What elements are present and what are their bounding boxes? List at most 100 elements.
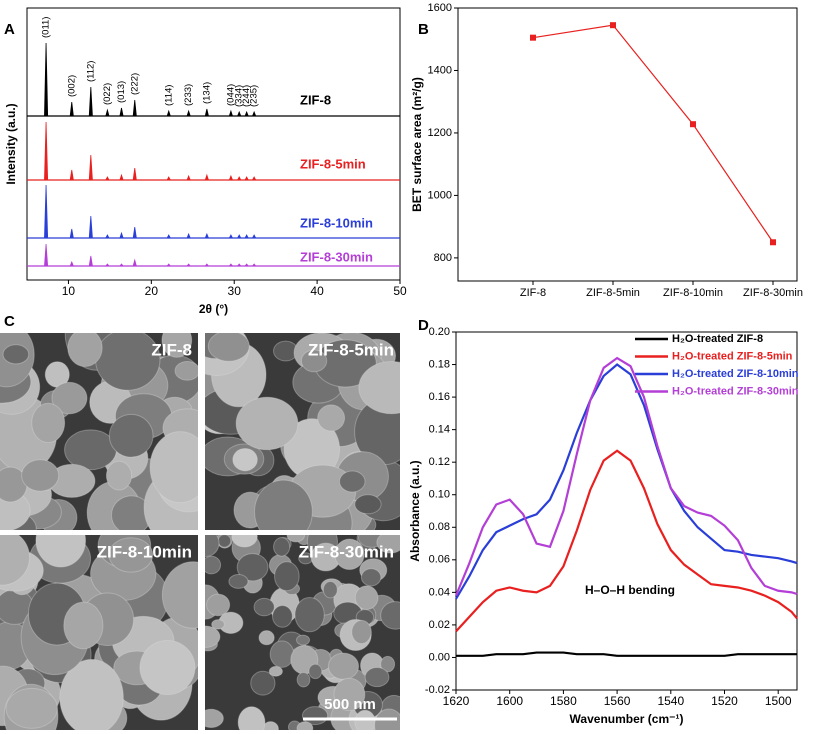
sem-particle (236, 553, 269, 582)
sem-particle (59, 659, 124, 730)
sem-particle (211, 619, 225, 630)
legend-label: H₂O-treated ZIF-8 (672, 333, 763, 345)
data-point (770, 239, 776, 246)
sem-particle (334, 538, 365, 571)
sem-particle (358, 360, 400, 415)
sem-particle (380, 601, 400, 630)
peak (44, 243, 49, 267)
y-axis-label: BET surface area (m²/g) (410, 77, 424, 212)
sem-image (0, 333, 198, 530)
legend-label: H₂O-treated ZIF-8-30min (672, 385, 799, 397)
sem-particle (294, 597, 325, 633)
peak-label: (334) (234, 85, 245, 107)
sem-particle (206, 593, 231, 617)
peak (104, 263, 110, 267)
sem-particle (231, 535, 258, 548)
sem-particle (273, 537, 291, 557)
sem-particle (254, 479, 313, 530)
sem-particle (51, 381, 88, 415)
peak-label: (011) (41, 17, 52, 38)
x-tick-label: 10 (62, 284, 76, 298)
peak (228, 234, 234, 239)
y-tick-label: 0.08 (429, 521, 450, 533)
sem-particle (250, 670, 276, 696)
peak (228, 109, 234, 117)
peak (105, 234, 110, 239)
sem-particle (272, 604, 293, 628)
peak (69, 260, 74, 267)
peak (251, 263, 257, 267)
series-label: ZIF-8-30min (300, 249, 373, 264)
plot-frame (457, 7, 798, 282)
x-tick-label: 1500 (765, 694, 792, 708)
peak-label: (022) (102, 83, 113, 105)
sem-particle (360, 568, 382, 587)
sem-particle (207, 333, 250, 362)
sem-particle (333, 677, 366, 712)
y-tick-label: 0.16 (429, 391, 450, 403)
sem-particle (63, 601, 104, 650)
peak (251, 234, 257, 239)
sem-particle (235, 396, 299, 451)
sem-particle (380, 655, 396, 673)
sem-particle (35, 535, 87, 568)
y-axis-label: Intensity (a.u.) (4, 103, 18, 184)
sem-particle (64, 429, 117, 471)
spectrum-line (455, 449, 798, 633)
sem-particle (237, 706, 266, 730)
sem-particle (5, 687, 58, 729)
image-label: ZIF-8-10min (97, 542, 192, 561)
peak (69, 228, 74, 239)
peak (244, 234, 249, 239)
sem-particle (286, 535, 306, 543)
peak (105, 176, 110, 181)
y-tick-label: 1000 (428, 189, 452, 201)
x-tick-label: 30 (228, 284, 242, 298)
x-tick-label: 1620 (443, 694, 470, 708)
sem-particle (354, 585, 379, 610)
peak (132, 226, 137, 239)
data-point (690, 121, 696, 128)
peak (236, 234, 242, 239)
peak (69, 101, 74, 117)
peak (236, 176, 242, 181)
peak (166, 234, 172, 239)
sem-particle (217, 535, 232, 548)
y-tick-label: 0.00 (429, 651, 450, 663)
x-tick-label: 20 (145, 284, 159, 298)
peak (88, 154, 93, 181)
sem-particle (354, 494, 382, 515)
peak (204, 263, 210, 267)
y-tick-label: 1400 (428, 64, 452, 76)
sem-particle (149, 431, 198, 504)
data-line (532, 24, 774, 243)
peak (119, 231, 124, 239)
spectrum-line (455, 363, 798, 600)
annotation: H–O–H bending (585, 583, 675, 597)
peak (186, 263, 192, 267)
y-tick-label: 0.14 (429, 424, 450, 436)
x-tick-label: 50 (393, 284, 407, 298)
data-point (610, 22, 616, 29)
peak (88, 86, 93, 117)
sem-particle (308, 663, 323, 680)
x-tick-label: 1540 (657, 694, 684, 708)
sem-particle (205, 708, 224, 728)
peak (244, 110, 249, 117)
spectrum-line (454, 356, 798, 597)
peak-label: (134) (201, 82, 212, 104)
sem-particle (253, 597, 275, 617)
peak (105, 108, 110, 117)
sem-particle (228, 574, 249, 589)
sem-particle (139, 639, 196, 696)
sem-particle (327, 652, 360, 680)
peak (132, 258, 137, 267)
peak (204, 173, 210, 181)
x-tick-label: 40 (310, 284, 324, 298)
sem-texture (205, 333, 400, 530)
x-tick-label: ZIF-8 (520, 287, 546, 299)
panel-label: C (4, 313, 15, 330)
y-tick-label: 0.12 (429, 456, 450, 468)
y-tick-label: -0.02 (425, 684, 450, 696)
peak (166, 176, 172, 181)
